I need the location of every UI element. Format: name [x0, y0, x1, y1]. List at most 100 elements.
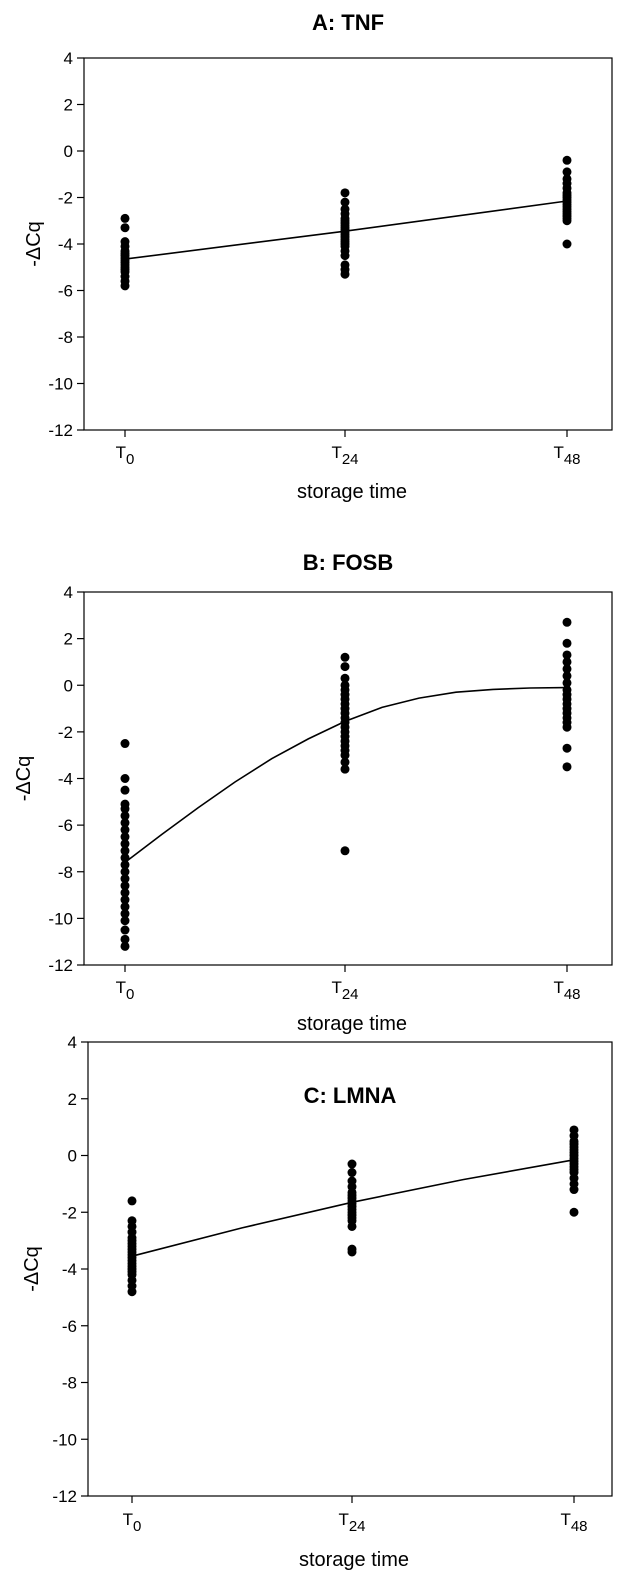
y-tick-label: 4 — [64, 583, 73, 602]
data-point — [120, 774, 130, 783]
data-point — [347, 1168, 357, 1178]
y-tick-label: -10 — [48, 375, 73, 394]
y-tick-label: 0 — [64, 142, 73, 161]
y-tick-label: 4 — [64, 49, 73, 68]
chart-svg-fosb: B: FOSB 4 2 0 -2 -4 -6 -8 -10 -12 T0 T24 T48 storage … — [13, 550, 613, 1035]
data-point — [127, 1287, 137, 1297]
data-point — [120, 860, 130, 870]
data-point — [120, 941, 130, 951]
data-point — [340, 197, 350, 207]
data-point — [120, 909, 130, 919]
chart-panel-lmna: C: LMNA 4 2 0 -2 -4 -6 -8 -10 -12 T0 T24 T48 storage … — [0, 1033, 619, 1586]
x-tick-label: T48 — [560, 1510, 587, 1535]
data-point — [120, 874, 130, 884]
data-point — [120, 846, 130, 856]
x-tick-label: T24 — [331, 978, 358, 1003]
y-tick-label: -4 — [62, 1260, 77, 1279]
data-point — [562, 664, 572, 674]
data-point — [127, 1196, 137, 1206]
plot-frame — [87, 1041, 613, 1497]
y-tick-label: -12 — [52, 1487, 77, 1506]
data-point — [562, 743, 572, 753]
data-point — [120, 811, 130, 821]
data-point — [340, 652, 350, 662]
y-tick-label: -4 — [58, 235, 73, 254]
data-point — [562, 239, 572, 249]
y-tick-label: -2 — [58, 723, 73, 742]
chart-svg-tnf: A: TNF 4 2 0 -2 -4 -6 -8 -10 -12 T0 T24 T48 storage t… — [23, 10, 613, 503]
x-tick-label: T24 — [331, 443, 358, 468]
data-point — [120, 825, 130, 835]
data-point — [340, 757, 350, 767]
y-tick-label: 2 — [68, 1090, 77, 1109]
y-tick-label: -12 — [48, 956, 73, 975]
data-point — [120, 785, 130, 795]
data-point — [120, 867, 130, 877]
data-point — [569, 1185, 579, 1195]
chart-svg-lmna: C: LMNA 4 2 0 -2 -4 -6 -8 -10 -12 T0 T24 T48 storage … — [21, 1033, 613, 1571]
data-point — [120, 925, 130, 935]
data-point — [120, 818, 130, 828]
data-point — [562, 216, 572, 226]
fit-line — [131, 1159, 575, 1257]
y-axis-label: -ΔCq — [13, 756, 35, 802]
data-point — [340, 673, 350, 683]
data-point — [340, 662, 350, 672]
data-point — [562, 762, 572, 772]
data-point — [340, 764, 350, 774]
data-point — [120, 934, 130, 944]
data-point — [569, 1207, 579, 1217]
x-tick-label: T0 — [116, 978, 135, 1003]
x-axis-label: storage time — [299, 1549, 409, 1571]
data-point — [120, 902, 130, 912]
y-tick-label: 2 — [64, 96, 73, 115]
data-point — [120, 281, 130, 291]
data-point — [562, 638, 572, 648]
chart-panel-tnf: A: TNF 4 2 0 -2 -4 -6 -8 -10 -12 T0 T24 T48 storage t… — [0, 0, 619, 520]
data-point — [120, 223, 130, 233]
chart-title: C: LMNA — [304, 1083, 397, 1108]
data-point — [562, 155, 572, 165]
x-tick-label: T24 — [338, 1510, 365, 1535]
data-point — [347, 1221, 357, 1231]
fit-line — [124, 686, 568, 864]
y-tick-label: -4 — [58, 770, 73, 789]
data-point — [562, 657, 572, 667]
y-axis-label: -ΔCq — [21, 1246, 43, 1292]
plot-frame — [83, 591, 613, 966]
chart-title: A: TNF — [312, 10, 384, 35]
chart-title: B: FOSB — [303, 550, 393, 575]
y-tick-label: -2 — [58, 189, 73, 208]
data-point — [562, 722, 572, 732]
y-tick-label: -6 — [62, 1317, 77, 1336]
data-point — [120, 739, 130, 749]
data-point — [562, 617, 572, 627]
y-tick-label: -8 — [58, 328, 73, 347]
y-axis-label: -ΔCq — [23, 221, 45, 267]
y-tick-label: 0 — [68, 1147, 77, 1166]
x-axis-label: storage time — [297, 1013, 407, 1035]
data-point — [120, 839, 130, 849]
data-point — [340, 750, 350, 760]
data-point — [120, 888, 130, 898]
x-tick-label: T48 — [553, 443, 580, 468]
y-tick-label: -8 — [62, 1374, 77, 1393]
data-point — [340, 846, 350, 856]
y-tick-label: 4 — [68, 1033, 77, 1052]
data-point — [340, 251, 350, 261]
data-point — [347, 1247, 357, 1257]
y-tick-label: 0 — [64, 676, 73, 695]
y-tick-label: -8 — [58, 863, 73, 882]
data-point — [562, 650, 572, 660]
fit-line — [124, 200, 568, 260]
y-tick-label: -2 — [62, 1203, 77, 1222]
data-point — [120, 213, 130, 223]
x-tick-label: T0 — [123, 1510, 142, 1535]
x-tick-label: T48 — [553, 978, 580, 1003]
data-point — [340, 188, 350, 198]
data-point — [562, 671, 572, 681]
data-point — [340, 269, 350, 279]
y-tick-label: -10 — [48, 909, 73, 928]
data-point — [120, 881, 130, 891]
data-point — [120, 916, 130, 926]
